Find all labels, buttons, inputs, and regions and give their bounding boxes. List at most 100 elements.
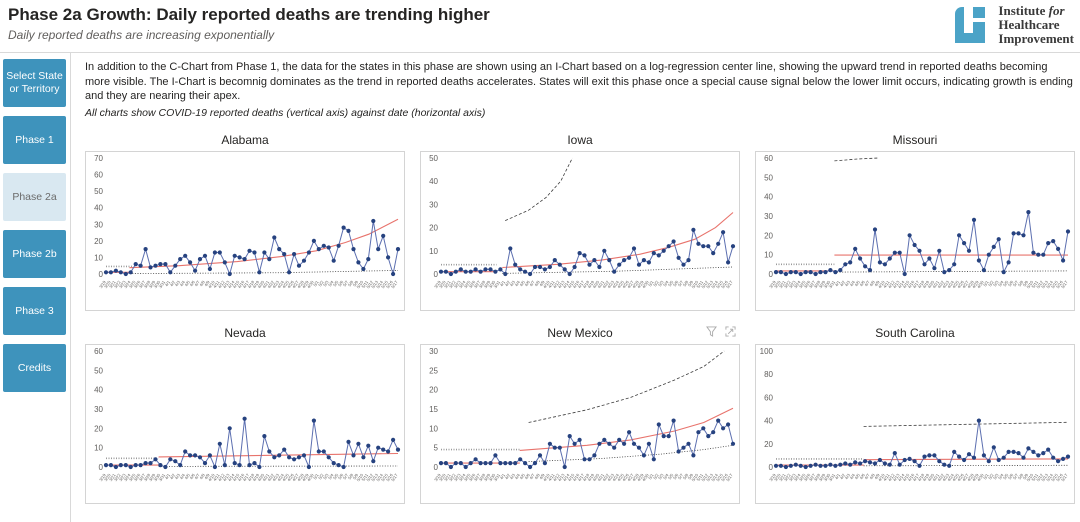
svg-text:4/17: 4/17 xyxy=(242,279,251,289)
sidebar-item-phase-1[interactable]: Phase 1 xyxy=(3,116,66,164)
chart-card-nevada: Nevada 0 10 20 30 40 50 60 3/19 3/20 3/21 3/22 3/23… xyxy=(85,326,405,504)
svg-text:5/17: 5/17 xyxy=(725,472,734,482)
svg-text:4/27: 4/27 xyxy=(291,279,300,289)
svg-text:5/8: 5/8 xyxy=(347,472,355,480)
svg-text:5/13: 5/13 xyxy=(1040,472,1049,482)
svg-text:4/26: 4/26 xyxy=(621,279,630,289)
sidebar-item-credits[interactable]: Credits xyxy=(3,344,66,392)
svg-text:3/25: 3/25 xyxy=(128,472,137,482)
svg-text:4/1: 4/1 xyxy=(499,279,507,287)
svg-text:4/25: 4/25 xyxy=(281,472,290,482)
svg-text:40: 40 xyxy=(94,386,103,395)
svg-text:3/29: 3/29 xyxy=(148,472,157,482)
svg-text:5/16: 5/16 xyxy=(385,472,394,482)
svg-text:4/20: 4/20 xyxy=(926,279,935,289)
svg-text:4/7: 4/7 xyxy=(863,279,871,287)
svg-text:4/23: 4/23 xyxy=(606,279,615,289)
svg-text:4/19: 4/19 xyxy=(251,279,260,289)
svg-text:5/8: 5/8 xyxy=(347,279,355,287)
iowa-chart[interactable]: 010203040503/193/203/213/223/233/243/253… xyxy=(421,152,739,310)
svg-text:3/31: 3/31 xyxy=(492,279,501,289)
svg-text:5/3: 5/3 xyxy=(657,279,665,287)
svg-text:5/1: 5/1 xyxy=(647,279,655,287)
svg-text:4/16: 4/16 xyxy=(237,472,246,482)
svg-text:4/10: 4/10 xyxy=(207,472,216,482)
svg-text:3/22: 3/22 xyxy=(448,279,457,289)
svg-text:5/4: 5/4 xyxy=(327,472,335,480)
svg-text:4/28: 4/28 xyxy=(296,279,305,289)
svg-text:3/24: 3/24 xyxy=(458,279,467,289)
svg-text:5/2: 5/2 xyxy=(652,279,660,287)
svg-text:3/22: 3/22 xyxy=(113,472,122,482)
svg-text:5/15: 5/15 xyxy=(1050,472,1059,482)
svg-text:4/2: 4/2 xyxy=(504,472,512,480)
svg-text:4/9: 4/9 xyxy=(538,472,546,480)
svg-text:4/22: 4/22 xyxy=(936,279,945,289)
alabama-chart[interactable]: 0102030405060703/193/203/213/223/233/243… xyxy=(86,152,404,310)
svg-text:4/5: 4/5 xyxy=(518,279,526,287)
svg-text:4/19: 4/19 xyxy=(586,472,595,482)
svg-text:4/20: 4/20 xyxy=(926,472,935,482)
svg-text:5/3: 5/3 xyxy=(322,279,330,287)
sidebar-item-phase-2b[interactable]: Phase 2b xyxy=(3,230,66,278)
svg-text:5/17: 5/17 xyxy=(1060,279,1069,289)
svg-text:4/13: 4/13 xyxy=(892,279,901,289)
svg-text:4/24: 4/24 xyxy=(276,279,285,289)
svg-text:5/11: 5/11 xyxy=(696,472,705,482)
svg-text:10: 10 xyxy=(429,247,438,256)
svg-text:4/9: 4/9 xyxy=(873,279,881,287)
svg-text:5/1: 5/1 xyxy=(312,472,320,480)
svg-text:4/18: 4/18 xyxy=(917,279,926,289)
svg-text:4/29: 4/29 xyxy=(636,472,645,482)
svg-text:5/13: 5/13 xyxy=(370,279,379,289)
chart-card-new-mexico: New Mexico 0 5 10 15 20 25 30 3/19 3/20 3/21 3/22 3… xyxy=(420,326,740,504)
svg-text:4/24: 4/24 xyxy=(276,472,285,482)
svg-text:5/10: 5/10 xyxy=(1025,472,1034,482)
svg-text:4/24: 4/24 xyxy=(946,472,955,482)
svg-text:4/22: 4/22 xyxy=(266,472,275,482)
svg-text:0: 0 xyxy=(769,270,774,279)
svg-text:100: 100 xyxy=(760,347,774,356)
svg-text:4/11: 4/11 xyxy=(882,472,891,482)
svg-text:3/21: 3/21 xyxy=(778,279,787,289)
svg-text:3/22: 3/22 xyxy=(783,279,792,289)
chart-title: New Mexico xyxy=(547,326,613,340)
svg-text:3/31: 3/31 xyxy=(827,279,836,289)
sidebar-item-select-state[interactable]: Select State or Territory xyxy=(3,59,66,107)
svg-text:5/6: 5/6 xyxy=(337,279,345,287)
svg-text:4/23: 4/23 xyxy=(941,279,950,289)
sidebar-item-phase-2a[interactable]: Phase 2a xyxy=(3,173,66,221)
svg-text:4/20: 4/20 xyxy=(591,472,600,482)
svg-text:4/9: 4/9 xyxy=(203,472,211,480)
svg-text:4/6: 4/6 xyxy=(858,472,866,480)
svg-text:3/30: 3/30 xyxy=(152,472,161,482)
svg-text:4/26: 4/26 xyxy=(286,279,295,289)
sidebar-item-phase-3[interactable]: Phase 3 xyxy=(3,287,66,335)
svg-text:4/5: 4/5 xyxy=(518,472,526,480)
page-title: Phase 2a Growth: Daily reported deaths a… xyxy=(8,5,490,24)
focus-mode-icon[interactable] xyxy=(725,326,736,337)
svg-text:60: 60 xyxy=(764,393,773,402)
filter-icon[interactable] xyxy=(706,326,717,337)
svg-text:5/13: 5/13 xyxy=(705,472,714,482)
svg-text:3/23: 3/23 xyxy=(453,472,462,482)
south-carolina-chart[interactable]: 0 20 40 60 80 100 3/193/203/213/223/233/243/25… xyxy=(756,345,1074,503)
nevada-chart[interactable]: 01020304050603/193/203/213/223/233/243/2… xyxy=(86,345,404,503)
svg-text:0: 0 xyxy=(99,270,104,279)
svg-text:4/6: 4/6 xyxy=(523,472,531,480)
svg-text:5/17: 5/17 xyxy=(725,279,734,289)
svg-text:20: 20 xyxy=(94,424,103,433)
svg-text:3/24: 3/24 xyxy=(123,279,132,289)
svg-text:4/20: 4/20 xyxy=(256,279,265,289)
svg-text:4/28: 4/28 xyxy=(631,472,640,482)
ihi-logo-icon xyxy=(955,7,986,43)
svg-text:5/3: 5/3 xyxy=(322,472,330,480)
new-mexico-chart[interactable]: 0 5 10 15 20 25 30 3/193/203/213/223/233/243/25… xyxy=(421,345,739,503)
svg-text:4/23: 4/23 xyxy=(941,472,950,482)
svg-text:4/12: 4/12 xyxy=(217,279,226,289)
svg-text:4/22: 4/22 xyxy=(266,279,275,289)
intro-note: All charts show COVID-19 reported deaths… xyxy=(85,107,486,119)
svg-text:5/7: 5/7 xyxy=(1012,472,1020,480)
missouri-chart[interactable]: 01020304050603/193/203/213/223/233/243/2… xyxy=(756,152,1074,310)
svg-text:4/8: 4/8 xyxy=(533,472,541,480)
